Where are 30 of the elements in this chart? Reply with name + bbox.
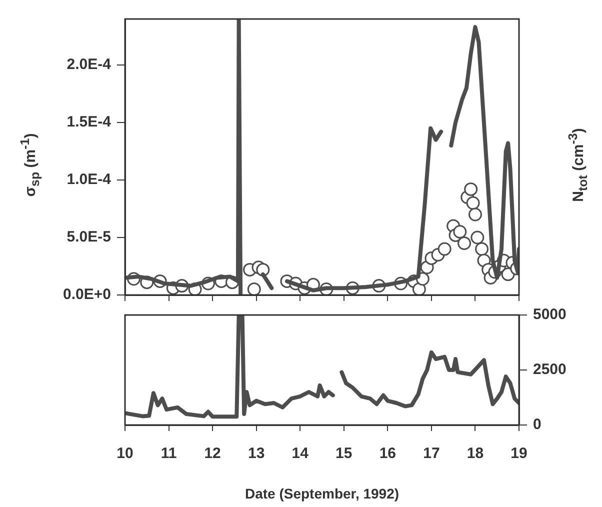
point — [247, 282, 261, 295]
point — [412, 282, 426, 295]
x-tick-label: 18 — [466, 445, 484, 462]
x-tick-label: 12 — [204, 445, 221, 462]
point — [256, 262, 270, 276]
point — [470, 230, 484, 244]
y-tick-label: 0.0E+0 — [63, 286, 111, 304]
point — [453, 225, 467, 238]
point — [475, 242, 489, 256]
y-tick-label: 2.0E-4 — [66, 56, 112, 74]
y-tick-label: 1.0E-4 — [66, 171, 112, 188]
y2-tick-label: 5000 — [533, 306, 566, 324]
point — [458, 236, 472, 250]
point — [466, 196, 480, 210]
x-tick-label: 14 — [292, 445, 310, 462]
point — [438, 242, 452, 256]
x-tick-label: 17 — [423, 445, 440, 462]
x-axis-title: Date (September, 1992) — [244, 485, 400, 502]
x-tick-label: 16 — [379, 445, 396, 462]
point — [464, 182, 478, 196]
x-tick-label: 10 — [116, 445, 134, 462]
x-tick-label: 19 — [510, 445, 528, 462]
y-tick-label: 5.0E-5 — [66, 228, 111, 246]
point — [468, 208, 482, 222]
y2-tick-label: 0 — [533, 416, 542, 434]
x-tick-label: 15 — [336, 445, 352, 462]
x-tick-label: 11 — [160, 445, 177, 462]
x-tick-label: 13 — [248, 445, 265, 462]
y-tick-label: 1.5E-4 — [66, 114, 112, 131]
y2-tick-label: 2500 — [533, 361, 566, 378]
